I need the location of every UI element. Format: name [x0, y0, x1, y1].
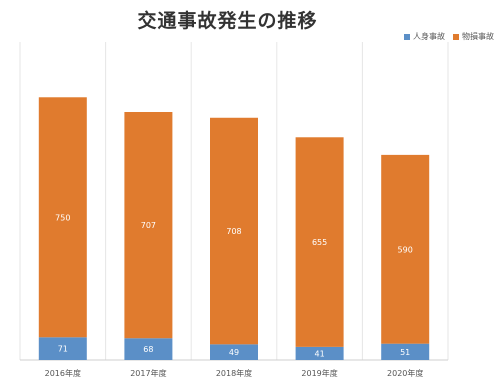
data-label-property-4: 590: [398, 245, 413, 254]
legend-label-property: 物損事故: [462, 32, 494, 41]
bar-injury-0: [38, 337, 87, 360]
data-label-injury-2: 49: [229, 348, 239, 357]
bar-injury-4: [381, 343, 430, 360]
legend: 人身事故 物損事故: [404, 31, 494, 42]
data-label-injury-1: 68: [143, 345, 153, 354]
x-tick-label-1: 2017年度: [130, 368, 166, 378]
bar-property-3: [295, 137, 344, 347]
bar-property-4: [381, 154, 430, 344]
legend-item-injury: 人身事故: [404, 31, 445, 42]
bar-injury-1: [124, 338, 173, 360]
legend-swatch-injury: [404, 33, 410, 40]
chart-title: 交通事故発生の推移: [137, 10, 318, 32]
x-tick-label-2: 2018年度: [216, 368, 252, 378]
data-label-property-1: 707: [141, 221, 156, 230]
bar-property-1: [124, 112, 173, 339]
data-label-property-2: 708: [226, 227, 241, 236]
legend-item-property: 物損事故: [453, 31, 494, 42]
x-tick-label-3: 2019年度: [301, 368, 337, 378]
x-tick-label-0: 2016年度: [45, 368, 81, 378]
data-label-property-3: 655: [312, 238, 327, 247]
data-label-property-0: 750: [55, 213, 70, 222]
x-tick-label-4: 2020年度: [387, 368, 423, 378]
data-label-injury-4: 51: [400, 348, 410, 357]
bar-property-2: [210, 117, 258, 345]
legend-swatch-property: [453, 33, 459, 40]
data-label-injury-0: 71: [58, 345, 68, 354]
bar-property-0: [38, 97, 87, 338]
bar-injury-2: [210, 344, 258, 360]
data-label-injury-3: 41: [315, 349, 325, 358]
legend-label-injury: 人身事故: [413, 32, 445, 41]
bar-injury-3: [295, 346, 344, 360]
